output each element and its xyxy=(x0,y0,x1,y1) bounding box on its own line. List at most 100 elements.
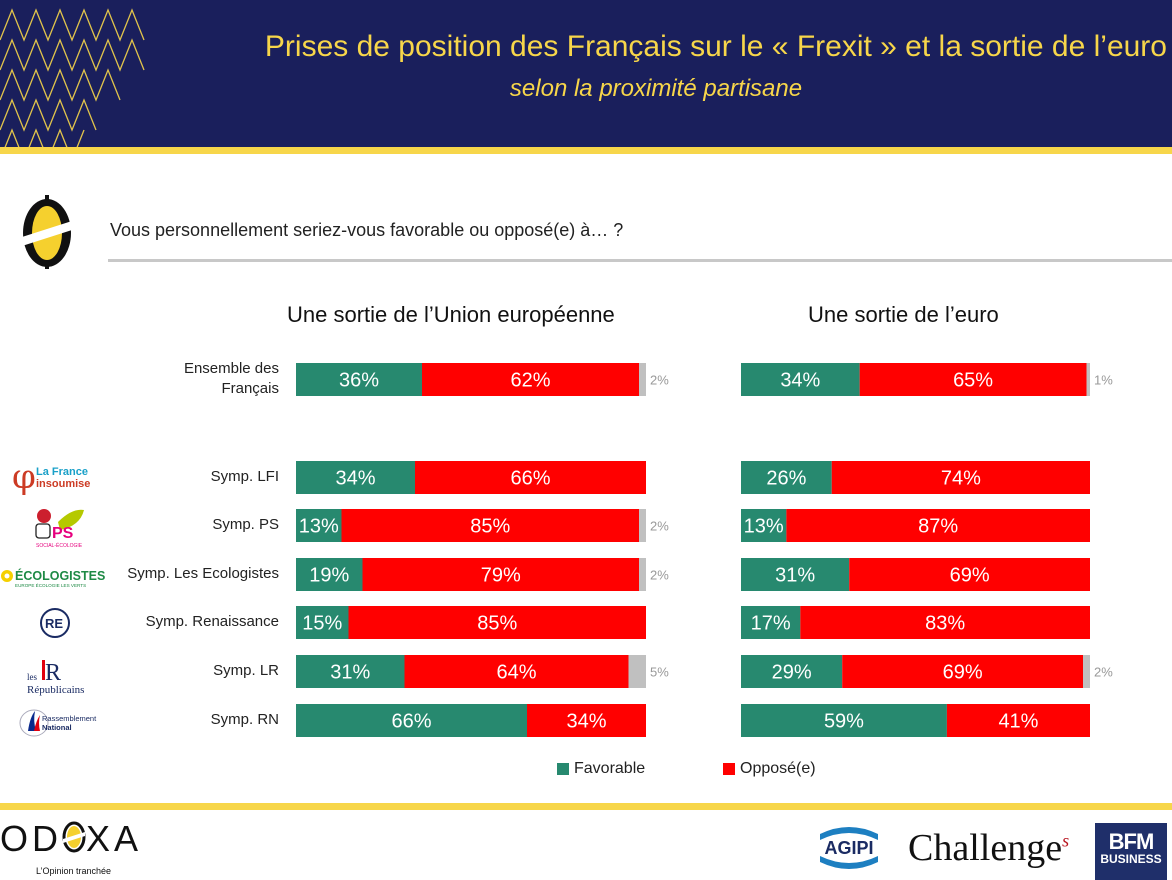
renaissance-logo-text: RE xyxy=(45,616,63,631)
panel-title-eu-exit: Une sortie de l’Union européenne xyxy=(287,302,615,327)
lr-logo-les: les xyxy=(27,672,37,682)
renaissance-logo: RE xyxy=(40,608,70,638)
bar-segment-favorable xyxy=(296,363,422,396)
ps-logo-subtext: SOCIAL-ÉCOLOGIE xyxy=(36,542,83,549)
bar-segment-favorable xyxy=(296,509,342,542)
lfi-logo-text-2: insoumise xyxy=(36,478,90,490)
data-label-nsp: 2% xyxy=(1094,665,1113,680)
ecologistes-logo-subtext: EUROPE ÉCOLOGIE LES VERTS xyxy=(15,582,86,588)
rn-logo-text-2: National xyxy=(42,723,72,732)
data-label-favorable: 13% xyxy=(744,516,784,538)
bar-segment-favorable xyxy=(296,558,363,591)
data-label-nsp: 1% xyxy=(1094,373,1113,388)
question-divider xyxy=(108,259,1172,262)
bar-segment-nsp xyxy=(639,558,646,591)
page-title: Prises de position des Français sur le «… xyxy=(264,30,1167,63)
bar-segment-oppose xyxy=(800,606,1090,639)
lr-logo-subtext: Républicains xyxy=(27,684,84,696)
challenges-logo-s: s xyxy=(1062,830,1070,851)
bar-segment-oppose xyxy=(946,704,1090,737)
row-label-lfi: Symp. LFI xyxy=(210,468,279,485)
challenges-logo-text: Challenge xyxy=(908,827,1063,869)
bar-segment-favorable xyxy=(296,606,349,639)
row-label-line2: Français xyxy=(221,380,279,397)
bar-segment-favorable xyxy=(296,704,527,737)
bar-segment-oppose xyxy=(842,655,1084,688)
odoxa-lemon-icon xyxy=(22,195,72,269)
svg-text:φ: φ xyxy=(12,457,36,496)
data-label-oppose: 83% xyxy=(925,613,965,635)
les-ecologistes-logo: ÉCOLOGISTES EUROPE ÉCOLOGIE LES VERTS xyxy=(1,568,105,588)
data-label-favorable: 29% xyxy=(772,662,812,684)
data-label-oppose: 34% xyxy=(566,711,606,733)
bar-segment-nsp xyxy=(639,363,646,396)
legend-swatch-oppose xyxy=(723,763,735,775)
legend-item-favorable: Favorable xyxy=(557,760,645,778)
data-label-favorable: 13% xyxy=(299,516,339,538)
survey-question: Vous personnellement seriez-vous favorab… xyxy=(110,220,624,240)
data-label-oppose: 64% xyxy=(496,662,536,684)
bar-segment-oppose xyxy=(422,363,639,396)
bar-segment-oppose xyxy=(786,509,1090,542)
bfm-business-logo: BFM BUSINESS xyxy=(1095,823,1167,880)
row-label-rn: Symp. RN xyxy=(210,711,279,728)
data-label-oppose: 66% xyxy=(510,468,550,490)
header-banner: Prises de position des Français sur le «… xyxy=(0,0,1172,147)
odoxa-logo-text: OD xyxy=(0,818,62,859)
data-label-favorable: 36% xyxy=(339,370,379,392)
bar-segment-nsp xyxy=(639,509,646,542)
bar-segment-favorable xyxy=(741,509,787,542)
bar-segment-oppose xyxy=(362,558,639,591)
bar-segment-favorable xyxy=(741,558,850,591)
data-label-oppose: 41% xyxy=(998,711,1038,733)
data-label-favorable: 15% xyxy=(302,613,342,635)
bar-segment-nsp xyxy=(1086,363,1090,396)
data-label-favorable: 66% xyxy=(391,711,431,733)
bar-segment-oppose xyxy=(527,704,646,737)
row-label-ecologistes: Symp. Les Ecologistes xyxy=(127,565,279,582)
row-label-lr: Symp. LR xyxy=(213,662,279,679)
legend-label-favorable: Favorable xyxy=(574,760,646,777)
challenges-logo: Challenges xyxy=(908,826,1069,870)
bar-segment-oppose xyxy=(849,558,1090,591)
data-label-nsp: 2% xyxy=(650,568,669,583)
data-label-favorable: 17% xyxy=(751,613,791,635)
legend-swatch-favorable xyxy=(557,763,569,775)
bar-segment-oppose xyxy=(415,461,646,494)
data-label-nsp: 2% xyxy=(650,373,669,388)
data-label-favorable: 26% xyxy=(766,468,806,490)
rn-logo-text: Rassemblement xyxy=(42,714,97,723)
ps-logo-text: PS xyxy=(52,525,74,542)
footer-accent-band xyxy=(0,803,1172,810)
agipi-logo: AGIPI xyxy=(820,827,878,869)
data-label-favorable: 31% xyxy=(775,565,815,587)
bar-segment-favorable xyxy=(741,606,801,639)
row-label-line1: Ensemble des xyxy=(183,360,279,377)
data-label-favorable: 59% xyxy=(824,711,864,733)
data-label-nsp: 5% xyxy=(650,665,669,680)
legend-label-oppose: Opposé(e) xyxy=(740,760,816,777)
legend-item-oppose: Opposé(e) xyxy=(723,760,816,778)
data-label-oppose: 69% xyxy=(943,662,983,684)
data-label-oppose: 69% xyxy=(950,565,990,587)
lfi-logo-text: La France xyxy=(36,466,88,478)
bar-segment-favorable xyxy=(741,655,843,688)
bar-segment-nsp xyxy=(1083,655,1090,688)
page-subtitle: selon la proximité partisane xyxy=(509,75,803,102)
bar-segment-favorable xyxy=(741,704,947,737)
les-republicains-logo: les R Républicains xyxy=(27,660,84,696)
bar-segment-nsp xyxy=(628,655,646,688)
data-label-oppose: 79% xyxy=(481,565,521,587)
data-label-favorable: 34% xyxy=(335,468,375,490)
bar-segment-oppose xyxy=(859,363,1087,396)
panel-title-euro-exit: Une sortie de l’euro xyxy=(808,302,999,327)
data-label-nsp: 2% xyxy=(650,519,669,534)
rassemblement-national-logo: Rassemblement National xyxy=(19,709,97,737)
data-label-oppose: 85% xyxy=(470,516,510,538)
odoxa-lemon-o-icon xyxy=(62,821,86,853)
bfm-logo-subtext: BUSINESS xyxy=(1100,852,1162,866)
ecologistes-logo-text: ÉCOLOGISTES xyxy=(15,568,105,583)
row-label-ps: Symp. PS xyxy=(212,516,279,533)
data-label-oppose: 74% xyxy=(941,468,981,490)
bar-segment-favorable xyxy=(296,461,415,494)
